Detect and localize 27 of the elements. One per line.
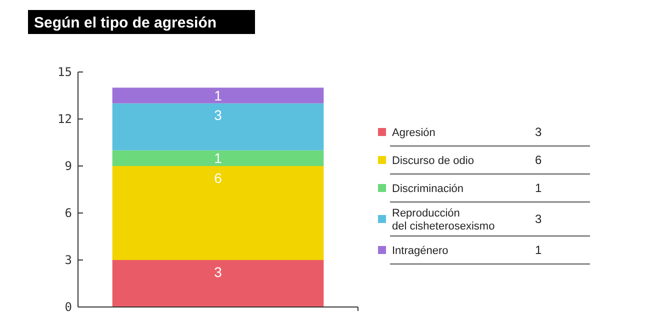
data-label: 6 [214, 170, 222, 186]
data-label: 1 [214, 87, 222, 104]
legend-label: Discurso de odio [392, 154, 474, 167]
data-label: 3 [214, 264, 222, 280]
data-label: 1 [214, 150, 222, 166]
text: 1 [535, 181, 542, 196]
text: 6 [535, 153, 542, 168]
y-tick-label: 9 [64, 159, 72, 174]
bar [112, 150, 324, 166]
legend-label: Agresión [392, 126, 436, 139]
chart-title: Según el tipo de agresión [34, 14, 217, 32]
y-tick-label: 0 [64, 300, 72, 314]
legend-label: Intragénero [392, 244, 448, 257]
text: 3 [535, 212, 542, 226]
bar [112, 88, 324, 104]
y-tick-label: 6 [64, 206, 72, 220]
legend-label: Reproducción del cisheterosexismo [392, 207, 495, 232]
bar [112, 260, 324, 307]
legend-label: Discriminación [392, 182, 464, 195]
y-tick-label: 3 [64, 253, 72, 268]
y-tick-label: 15 [58, 65, 72, 80]
y-tick-label: 12 [58, 112, 72, 126]
bar [112, 103, 324, 150]
data-label: 3 [214, 107, 222, 124]
bar [112, 166, 324, 260]
text: 3 [535, 125, 542, 140]
text: 1 [535, 243, 542, 258]
